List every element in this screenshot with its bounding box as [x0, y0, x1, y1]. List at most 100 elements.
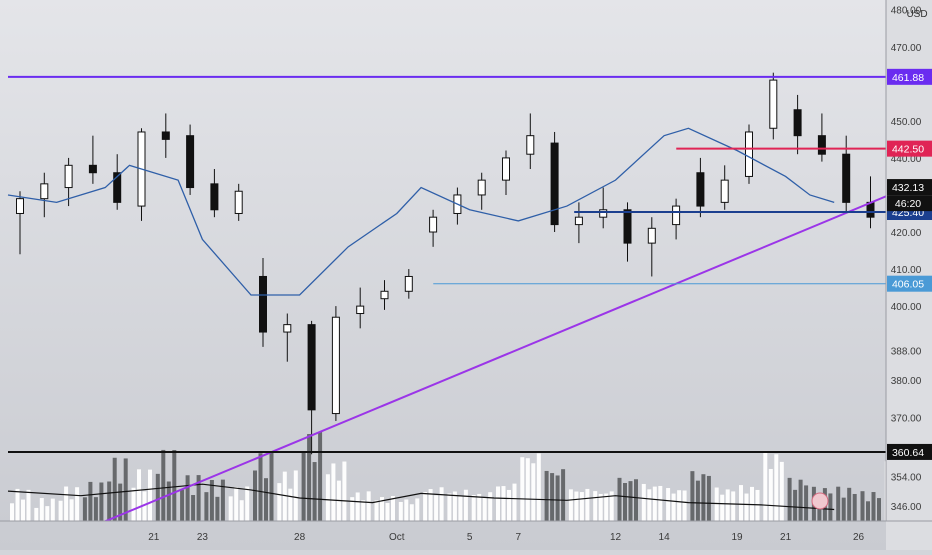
volume-bar	[196, 475, 201, 521]
candle-body	[186, 135, 195, 189]
volume-bar	[793, 489, 798, 521]
x-tick-label: 14	[659, 532, 671, 543]
candle-body	[526, 135, 535, 155]
volume-bar	[463, 489, 468, 521]
volume-bar	[39, 498, 44, 521]
volume-bar	[701, 474, 706, 521]
candle-body	[672, 205, 681, 226]
price-level-label: 442.50	[892, 144, 924, 156]
volume-bar	[107, 481, 112, 521]
volume-bar	[69, 499, 74, 521]
candle	[283, 313, 292, 362]
volume-bar	[836, 486, 841, 521]
candle	[817, 113, 826, 162]
current-price-label: 432.13	[892, 182, 924, 194]
volume-bar	[293, 470, 298, 521]
candle-body	[769, 79, 778, 129]
candle-body	[307, 324, 316, 411]
candle	[307, 320, 316, 455]
candle	[404, 269, 413, 299]
volume-bar	[75, 487, 80, 521]
candle	[113, 154, 122, 210]
candle-body	[550, 142, 559, 226]
candle	[672, 198, 681, 240]
volume-bar	[731, 491, 736, 521]
candle	[429, 209, 438, 247]
volume-bar	[391, 496, 395, 521]
y-tick-label: 440.00	[891, 154, 922, 165]
candle	[842, 135, 851, 214]
candle-body	[331, 316, 340, 415]
x-tick-label: 7	[516, 532, 522, 543]
y-tick-label: 420.00	[891, 228, 922, 239]
volume-bar	[739, 485, 743, 521]
volume-bar	[428, 489, 433, 521]
volume-bar	[409, 504, 414, 521]
volume-bar	[112, 457, 117, 521]
volume-bar	[228, 496, 233, 521]
volume-bar	[774, 454, 779, 521]
candle-body	[210, 183, 219, 211]
volume-bar	[50, 498, 55, 521]
candle	[647, 217, 656, 277]
volume-bar	[288, 488, 293, 521]
candle	[331, 306, 340, 421]
volume-bar	[828, 493, 833, 521]
candle-body	[113, 172, 122, 203]
volume-bar	[768, 468, 773, 521]
volume-bar	[574, 491, 579, 521]
volume-bar	[604, 493, 609, 521]
candle-body	[234, 190, 243, 214]
candle-body	[88, 164, 97, 174]
candle	[16, 191, 24, 255]
y-tick-label: 388.00	[891, 347, 922, 358]
volume-bar	[884, 461, 886, 521]
volume-bar	[398, 501, 403, 521]
volume-bar	[355, 492, 360, 521]
volume-bar	[593, 491, 598, 521]
price-level-tag	[887, 68, 932, 85]
volume-bar	[634, 479, 638, 521]
volume-bar	[750, 486, 754, 521]
candle-body	[40, 183, 49, 200]
candle-body	[259, 275, 267, 333]
volume-bar	[550, 473, 555, 521]
x-tick-label: 19	[731, 532, 743, 543]
volume-bar	[579, 492, 584, 521]
volume-bar	[598, 493, 603, 521]
current-price-label: 46:20	[895, 198, 921, 210]
candle	[453, 187, 462, 225]
y-tick-label: 354.00	[891, 473, 922, 484]
volume-bar	[342, 461, 347, 521]
volume-bar	[361, 500, 366, 521]
candle	[380, 280, 389, 310]
volume-bar	[239, 500, 244, 521]
currency-label: USD	[906, 9, 927, 20]
volume-bar	[555, 475, 560, 521]
candle-body	[429, 216, 438, 233]
candle-body	[696, 172, 705, 207]
volume-bar	[682, 490, 687, 521]
volume-bar	[10, 503, 14, 521]
volume-bar	[215, 496, 220, 521]
volume-bar	[658, 485, 663, 521]
y-tick-label: 370.00	[891, 413, 922, 424]
x-tick-label: 21	[148, 532, 160, 543]
volume-bar	[245, 486, 250, 521]
x-tick-label: 21	[780, 532, 792, 543]
y-tick-label: 470.00	[891, 43, 922, 54]
volume-bar	[99, 482, 104, 521]
volume-bar	[477, 493, 482, 521]
volume-bar	[220, 479, 225, 521]
volume-bar	[641, 483, 646, 521]
volume-bar	[585, 488, 590, 521]
moving-average-line	[7, 127, 835, 296]
candle	[769, 72, 778, 140]
current-price-tag	[887, 179, 932, 196]
earnings-marker-icon[interactable]	[811, 492, 829, 510]
volume-bar	[617, 477, 622, 521]
candle	[137, 128, 146, 221]
candle-body	[599, 209, 608, 218]
volume-bar	[93, 497, 98, 521]
candle	[88, 135, 97, 184]
